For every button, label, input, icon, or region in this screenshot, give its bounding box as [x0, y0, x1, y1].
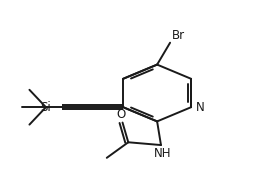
Text: O: O: [117, 108, 126, 121]
Text: NH: NH: [154, 147, 171, 160]
Text: N: N: [196, 101, 205, 114]
Text: Si: Si: [40, 101, 51, 114]
Text: Br: Br: [172, 29, 185, 42]
